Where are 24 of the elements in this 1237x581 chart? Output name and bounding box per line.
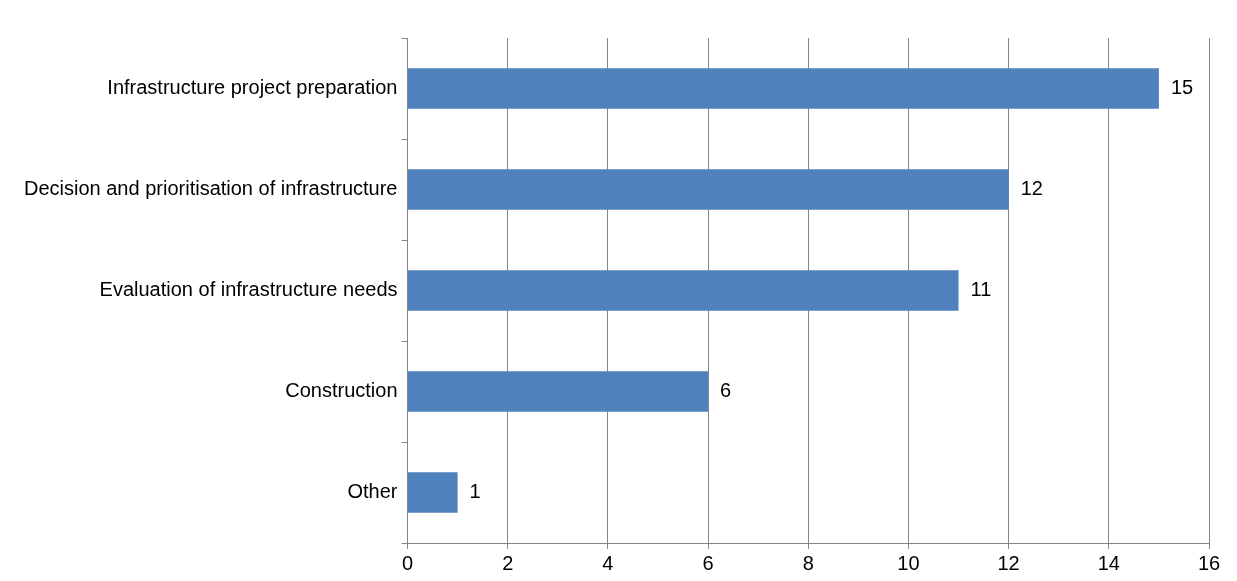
x-tick-label: 6 (702, 551, 714, 574)
x-tick-label: 12 (997, 551, 1020, 574)
y-tick-label: Construction (285, 379, 398, 402)
x-tick-label: 14 (1097, 551, 1120, 574)
data-label: 11 (970, 278, 992, 301)
y-tick-label: Infrastructure project preparation (107, 76, 398, 99)
data-label: 12 (1020, 177, 1043, 200)
bar (408, 169, 1009, 210)
x-tick-label: 10 (897, 551, 920, 574)
y-tick-label: Other (347, 480, 398, 503)
data-label: 15 (1170, 76, 1194, 99)
x-tick-label: 4 (602, 551, 614, 574)
x-tick-label: 16 (1197, 551, 1221, 574)
data-label: 6 (720, 379, 732, 402)
data-label: 1 (469, 480, 481, 503)
bar (408, 270, 959, 311)
y-tick-label: Decision and prioritisation of infrastructure (23, 177, 398, 200)
x-tick-label: 0 (401, 551, 414, 574)
x-tick-label: 2 (502, 551, 514, 574)
bar (408, 371, 709, 412)
y-tick-label: Evaluation of infrastructure needs (99, 278, 398, 301)
bar (408, 68, 1159, 109)
x-tick-label: 8 (802, 551, 814, 574)
bar (408, 472, 458, 513)
